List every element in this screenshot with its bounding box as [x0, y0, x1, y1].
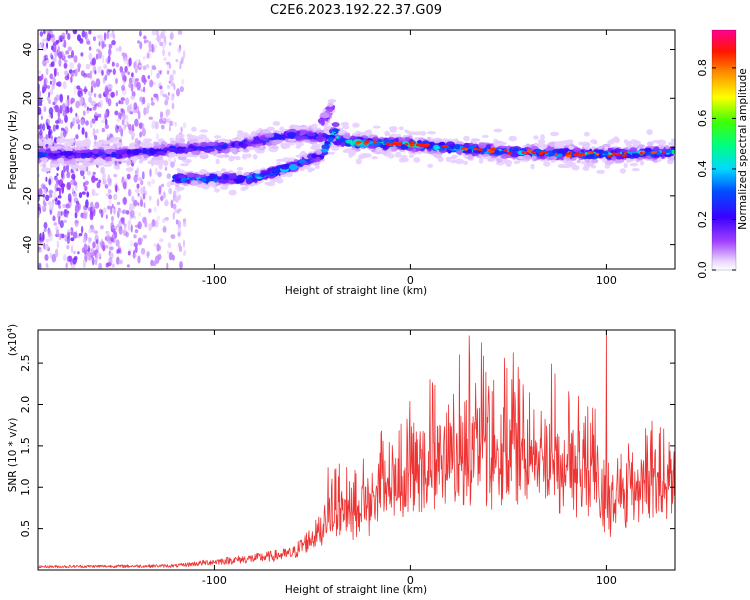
spectrogram-panel: -100 0 100 -40 -20 0 20 40 Height of straight l…: [7, 29, 676, 297]
snr-x-tick-label: 0: [407, 574, 414, 587]
colorbar-tick-label: 0.2: [696, 211, 709, 229]
colorbar-tick-label: 0.6: [696, 110, 709, 128]
spectrogram-y-tick-label: -20: [21, 187, 34, 205]
spectrogram-x-tick-label: 100: [596, 274, 617, 287]
snr-y-tick-label: 2.0: [19, 396, 32, 414]
snr-x-tick-label: -100: [202, 574, 227, 587]
snr-frame: [37, 329, 676, 571]
spectrogram-frame: [37, 29, 676, 270]
colorbar-tick-label: 0.4: [696, 160, 709, 178]
spectrogram-y-tick-label: 20: [21, 91, 34, 105]
spectrogram-y-tick-label: 40: [21, 43, 34, 57]
snr-series-line: [38, 331, 675, 569]
chart-title: C2E6.2023.192.22.37.G09: [270, 3, 442, 18]
snr-y-tick-label: 1.0: [19, 478, 32, 496]
spectrogram-x-axis-label: Height of straight line (km): [285, 285, 427, 297]
spectrogram-image: [38, 30, 675, 269]
colorbar-label: Normalized spectral amplitude: [737, 68, 749, 229]
snr-x-axis-label: Height of straight line (km): [285, 584, 427, 596]
snr-exponent-label: (x104): [6, 324, 19, 356]
colorbar-tick-label: 0.8: [696, 59, 709, 77]
colorbar-tick-label: 0.0: [696, 261, 709, 279]
snr-y-axis-label: SNR (10 * v/v): [7, 418, 19, 493]
snr-x-tick-label: 100: [596, 574, 617, 587]
colorbar-gradient: [712, 30, 736, 270]
spectrogram-y-axis-label: Frequency (Hz): [7, 110, 19, 189]
snr-y-tick-label: 2.5: [19, 354, 32, 372]
spectrogram-y-tick-label: -40: [21, 236, 34, 254]
snr-panel: -100 0 100 0.5 1.0 1.5 2.0 2.5 Height of straig…: [6, 324, 676, 596]
snr-y-tick-label: 1.5: [19, 437, 32, 455]
spectrogram-y-tick-label: 0: [21, 144, 34, 151]
spectrogram-x-tick-label: -100: [202, 274, 227, 287]
snr-y-tick-label: 0.5: [19, 520, 32, 538]
colorbar: 0.0 0.2 0.4 0.6 0.8 Normalized spectral ampl…: [696, 29, 749, 279]
spectrogram-x-tick-label: 0: [407, 274, 414, 287]
